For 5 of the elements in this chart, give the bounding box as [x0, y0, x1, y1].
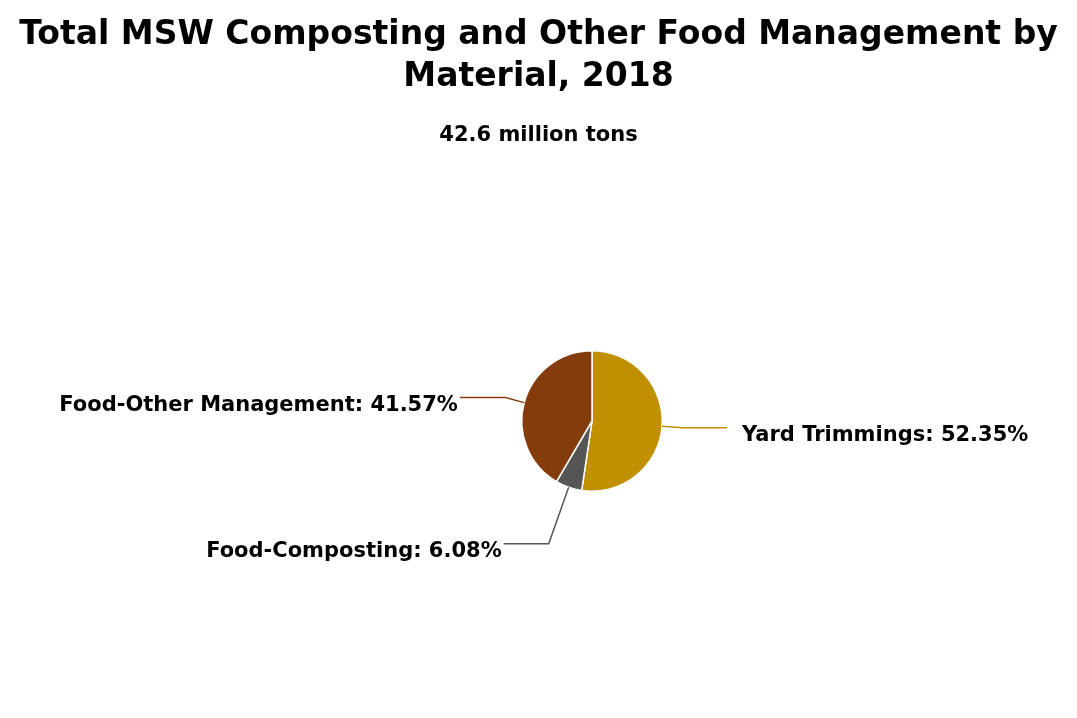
- slice-label: Food-Other Management: 41.57%: [59, 391, 458, 416]
- slice-label: Food-Composting: 6.08%: [206, 538, 502, 563]
- chart-subtitle: 42.6 million tons: [438, 122, 639, 146]
- slice-label: Yard Trimmings: 52.35%: [741, 422, 1029, 447]
- chart-title: Total MSW Composting and Other Food Management by Material, 2018: [18, 12, 1059, 96]
